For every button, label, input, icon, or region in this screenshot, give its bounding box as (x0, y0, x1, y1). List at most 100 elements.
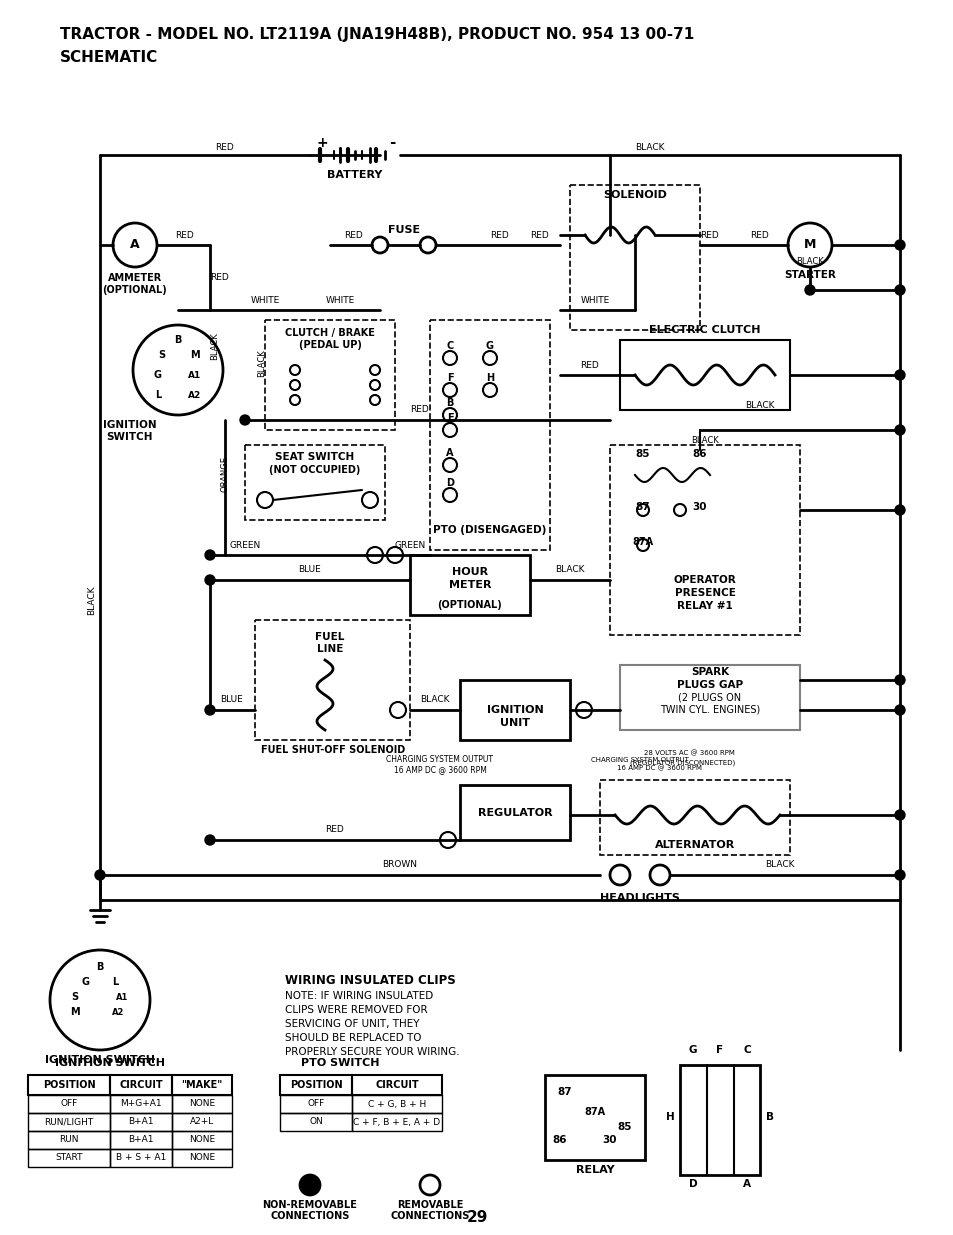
Circle shape (419, 237, 436, 253)
Text: B+A1: B+A1 (128, 1135, 153, 1145)
Circle shape (372, 237, 388, 253)
Text: OFF: OFF (60, 1099, 77, 1109)
Circle shape (290, 366, 299, 375)
Circle shape (205, 550, 214, 559)
Text: L: L (112, 977, 118, 987)
Text: BLUE: BLUE (220, 695, 243, 704)
Text: BLUE: BLUE (298, 564, 321, 574)
Text: D: D (446, 478, 454, 488)
Text: NOTE: IF WIRING INSULATED: NOTE: IF WIRING INSULATED (285, 990, 433, 1002)
Text: C: C (742, 1045, 750, 1055)
Text: RED: RED (215, 143, 234, 152)
Text: PRESENCE: PRESENCE (674, 588, 735, 598)
Text: ALTERNATOR: ALTERNATOR (654, 840, 735, 850)
Bar (110, 1113, 172, 1131)
Text: SERVICING OF UNIT, THEY: SERVICING OF UNIT, THEY (285, 1019, 419, 1029)
Text: PLUGS GAP: PLUGS GAP (677, 680, 742, 690)
Bar (110, 1095, 172, 1113)
Text: B: B (174, 335, 181, 345)
Bar (28, 1074, 110, 1095)
Circle shape (370, 366, 379, 375)
Text: RUN: RUN (59, 1135, 79, 1145)
Circle shape (442, 351, 456, 366)
Text: WIRING INSULATED CLIPS: WIRING INSULATED CLIPS (285, 973, 456, 987)
Text: M+G+A1: M+G+A1 (120, 1099, 162, 1109)
Text: HOUR: HOUR (452, 567, 488, 577)
Text: UNIT: UNIT (499, 718, 530, 727)
Text: 87: 87 (635, 501, 650, 513)
Bar (619, 340, 789, 410)
Text: CIRCUIT: CIRCUIT (119, 1079, 163, 1091)
Text: RED: RED (211, 273, 229, 282)
Text: REMOVABLE: REMOVABLE (396, 1200, 463, 1210)
Bar (352, 1074, 441, 1095)
Circle shape (290, 395, 299, 405)
Bar (28, 1113, 110, 1131)
Circle shape (894, 705, 904, 715)
Text: C + F, B + E, A + D: C + F, B + E, A + D (353, 1118, 440, 1126)
Bar (245, 445, 385, 520)
Text: BLACK: BLACK (420, 695, 449, 704)
Text: RED: RED (750, 231, 768, 240)
Circle shape (894, 285, 904, 295)
Bar (352, 1113, 441, 1131)
Text: REGULATOR: REGULATOR (477, 808, 552, 818)
Text: BLACK: BLACK (257, 350, 266, 377)
Text: (PEDAL UP): (PEDAL UP) (298, 340, 361, 350)
Text: BLACK: BLACK (690, 436, 719, 445)
Text: 29: 29 (466, 1210, 487, 1225)
Circle shape (299, 1174, 319, 1195)
Text: M: M (803, 238, 816, 252)
Bar (254, 620, 410, 740)
Text: A1: A1 (115, 993, 128, 1002)
Text: LINE: LINE (316, 643, 343, 655)
Text: NONE: NONE (189, 1099, 214, 1109)
Text: "MAKE": "MAKE" (181, 1079, 222, 1091)
Bar (280, 1113, 352, 1131)
Bar (609, 445, 800, 635)
Text: ELECTRIC CLUTCH: ELECTRIC CLUTCH (649, 325, 760, 335)
Circle shape (894, 676, 904, 685)
Text: A2: A2 (112, 1008, 124, 1016)
Text: POSITION: POSITION (290, 1079, 342, 1091)
Text: BROWN: BROWN (382, 860, 417, 869)
Text: STARTER: STARTER (783, 270, 835, 280)
Text: 87A: 87A (584, 1107, 605, 1116)
Text: 16 AMP DC @ 3600 RPM: 16 AMP DC @ 3600 RPM (394, 764, 486, 774)
Text: 87A: 87A (632, 537, 653, 547)
Text: RELAY #1: RELAY #1 (677, 601, 732, 611)
Text: RED: RED (700, 231, 718, 240)
Text: B + S + A1: B + S + A1 (115, 1153, 166, 1162)
Circle shape (894, 869, 904, 881)
Circle shape (361, 492, 377, 508)
Circle shape (95, 869, 105, 881)
Bar (28, 1149, 110, 1167)
Text: M: M (71, 1007, 80, 1016)
Text: G: G (81, 977, 89, 987)
Bar (280, 1074, 352, 1095)
Text: TWIN CYL. ENGINES): TWIN CYL. ENGINES) (659, 705, 760, 715)
Text: -: - (389, 136, 395, 151)
Text: GREEN: GREEN (229, 541, 260, 550)
Text: ON: ON (309, 1118, 322, 1126)
Circle shape (482, 383, 497, 396)
Text: SEAT SWITCH: SEAT SWITCH (275, 452, 355, 462)
Bar (544, 1074, 644, 1160)
Circle shape (894, 370, 904, 380)
Text: A2+L: A2+L (190, 1118, 213, 1126)
Text: RED: RED (530, 231, 549, 240)
Bar (410, 555, 530, 615)
Bar (569, 185, 700, 330)
Circle shape (609, 864, 629, 885)
Text: OFF: OFF (307, 1099, 324, 1109)
Circle shape (894, 240, 904, 249)
Text: WHITE: WHITE (579, 296, 609, 305)
Text: START: START (55, 1153, 83, 1162)
Text: A1: A1 (188, 370, 201, 379)
Circle shape (442, 408, 456, 422)
Text: BLACK: BLACK (635, 143, 664, 152)
Circle shape (290, 380, 299, 390)
Circle shape (370, 395, 379, 405)
Bar (265, 320, 395, 430)
Text: SOLENOID: SOLENOID (602, 190, 666, 200)
